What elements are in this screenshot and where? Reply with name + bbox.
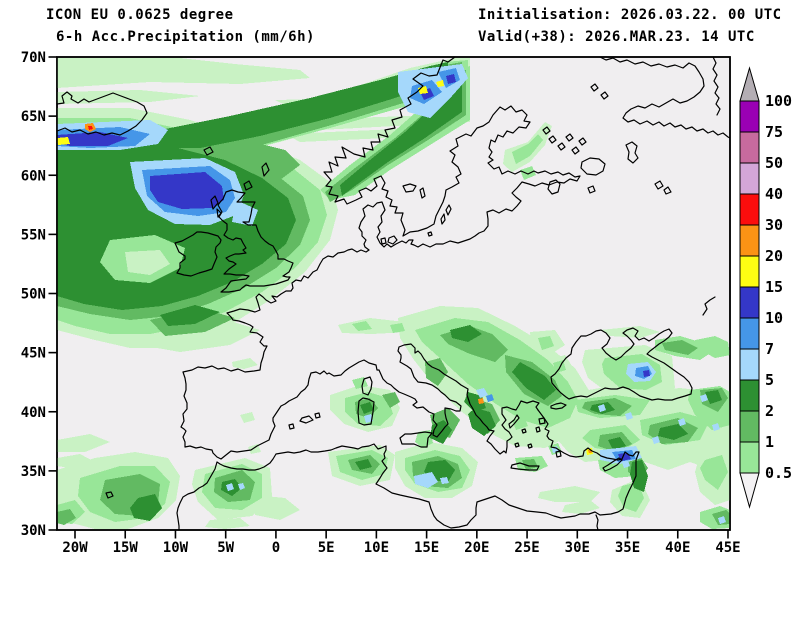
lon-label: 40E bbox=[665, 540, 690, 556]
lat-label: 60N bbox=[21, 168, 46, 184]
legend-band bbox=[739, 286, 760, 319]
coastline-marmara bbox=[550, 402, 567, 410]
coastline-mainland-europe bbox=[180, 56, 581, 460]
lon-label: 20E bbox=[464, 540, 489, 556]
legend-band bbox=[739, 255, 760, 288]
legend-value: 100 bbox=[765, 92, 792, 110]
coastline-black-sea bbox=[550, 327, 693, 401]
precip-layer-red bbox=[88, 126, 93, 130]
lat-label: 45N bbox=[21, 346, 46, 362]
legend-value: 2 bbox=[765, 402, 774, 420]
coastline-islands bbox=[105, 146, 623, 499]
legend-value: 30 bbox=[765, 216, 783, 234]
lat-label: 70N bbox=[21, 50, 46, 66]
coastlines bbox=[56, 56, 731, 531]
legend-value: 15 bbox=[765, 278, 783, 296]
legend-value: 50 bbox=[765, 154, 783, 172]
lon-label: 20W bbox=[62, 540, 88, 556]
init-time: Initialisation: 2026.03.22. 00 UTC bbox=[478, 7, 782, 23]
lat-label: 35N bbox=[21, 464, 46, 480]
lat-label: 40N bbox=[21, 405, 46, 421]
coastline-anatolia-africa bbox=[176, 409, 640, 531]
product-title: 6-h Acc.Precipitation (mm/6h) bbox=[56, 29, 315, 45]
legend-value: 75 bbox=[765, 123, 783, 141]
legend-value: 20 bbox=[765, 247, 783, 265]
lat-label: 30N bbox=[21, 523, 46, 539]
legend-band bbox=[739, 131, 760, 164]
valid-time: Valid(+38): 2026.MAR.23. 14 UTC bbox=[478, 29, 755, 45]
coastline-white-sea bbox=[599, 56, 731, 139]
lon-label: 35E bbox=[615, 540, 640, 556]
coastline-lakes-rivers bbox=[402, 83, 716, 531]
lon-label: 45E bbox=[715, 540, 740, 556]
lat-label: 65N bbox=[21, 109, 46, 125]
legend-value: 0.5 bbox=[765, 464, 792, 482]
legend-band bbox=[739, 441, 760, 474]
legend-value: 10 bbox=[765, 309, 783, 327]
coastline-great-britain bbox=[217, 189, 294, 293]
lon-label: 0 bbox=[272, 540, 280, 556]
legend-band bbox=[739, 379, 760, 412]
legend-band bbox=[739, 410, 760, 443]
lon-label: 10W bbox=[163, 540, 189, 556]
lon-label: 15E bbox=[414, 540, 439, 556]
legend-band bbox=[739, 317, 760, 350]
coastline-iceland bbox=[56, 91, 148, 136]
precipitation-field bbox=[57, 58, 730, 529]
legend-band bbox=[739, 224, 760, 257]
lat-label: 50N bbox=[21, 287, 46, 303]
lon-label: 30E bbox=[565, 540, 590, 556]
lon-label: 25E bbox=[514, 540, 539, 556]
lon-label: 10E bbox=[364, 540, 389, 556]
model-title: ICON EU 0.0625 degree bbox=[46, 7, 234, 23]
legend-arrow-above-max bbox=[739, 66, 760, 102]
coastline-ireland bbox=[174, 231, 222, 277]
legend-band bbox=[739, 348, 760, 381]
lon-label: 5E bbox=[318, 540, 335, 556]
legend-value: 1 bbox=[765, 433, 774, 451]
legend-value: 40 bbox=[765, 185, 783, 203]
axes: 70N 65N 60N 55N 50N 45N 40N 35N 30N 20W 15W 10W 5W 0 5… bbox=[21, 50, 741, 556]
legend-band bbox=[739, 162, 760, 195]
lon-label: 5W bbox=[217, 540, 234, 556]
precip-interior-trace bbox=[125, 250, 170, 275]
legend-value: 5 bbox=[765, 371, 774, 389]
legend-band bbox=[739, 193, 760, 226]
legend-value: 7 bbox=[765, 340, 774, 358]
lon-label: 15W bbox=[113, 540, 139, 556]
lat-label: 55N bbox=[21, 227, 46, 243]
precip-layer-blue3 bbox=[57, 74, 650, 461]
legend-arrow-below-min bbox=[739, 472, 760, 509]
legend-band bbox=[739, 100, 760, 133]
